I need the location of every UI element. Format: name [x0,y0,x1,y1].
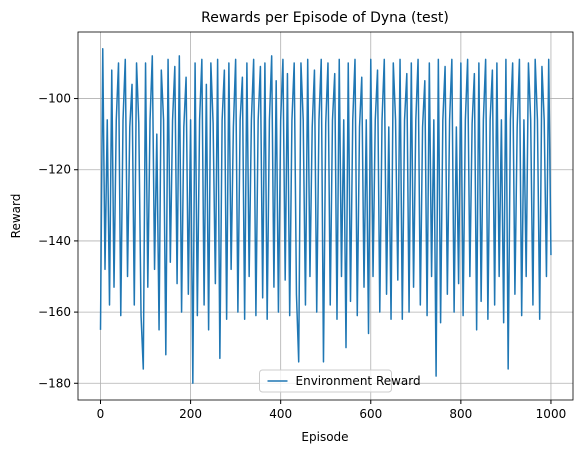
y-tick-label: −180 [38,376,71,390]
x-tick-label: 1000 [536,407,567,421]
plot-frame [77,31,574,401]
legend-label: Environment Reward [296,374,421,388]
x-tick-label: 800 [449,407,472,421]
y-tick-label: −100 [38,92,71,106]
y-tick-label: −160 [38,305,71,319]
y-tick-label: −120 [38,163,71,177]
y-axis-label: Reward [9,194,23,239]
chart-title: Rewards per Episode of Dyna (test) [201,10,449,26]
x-tick-label: 200 [179,407,202,421]
data-line [99,47,552,385]
y-tick-label: −140 [38,234,71,248]
legend-box [259,369,392,393]
x-tick-label: 0 [97,407,105,421]
x-axis-label: Episode [301,430,348,444]
x-tick-label: 600 [359,407,382,421]
x-tick-label: 400 [269,407,292,421]
